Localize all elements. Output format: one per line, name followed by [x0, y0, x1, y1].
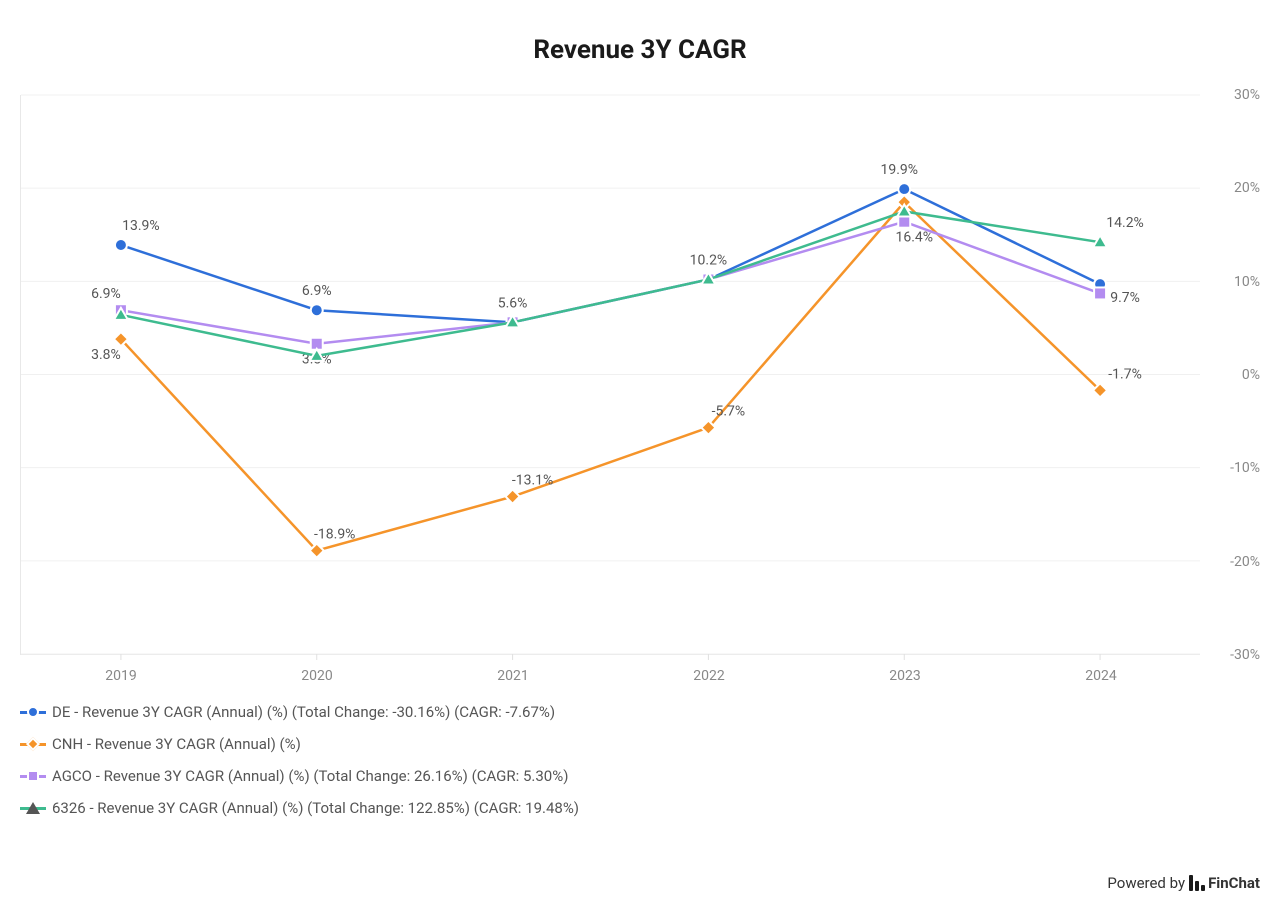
legend-label: AGCO - Revenue 3Y CAGR (Annual) (%) (Tot… [52, 767, 568, 785]
data-label-6326: 14.2% [1106, 215, 1143, 231]
data-label-cnh: -13.1% [512, 473, 553, 489]
legend-item-agco[interactable]: AGCO - Revenue 3Y CAGR (Annual) (%) (Tot… [20, 764, 579, 788]
legend-label: CNH - Revenue 3Y CAGR (Annual) (%) [52, 735, 301, 753]
chart-title: Revenue 3Y CAGR [0, 0, 1280, 85]
data-point-de[interactable] [115, 239, 127, 251]
data-label-cnh: -5.7% [712, 404, 746, 420]
series-line-de [121, 189, 1100, 322]
data-label-agco: 6.9% [91, 286, 121, 302]
legend-item-6326[interactable]: 6326 - Revenue 3Y CAGR (Annual) (%) (Tot… [20, 796, 579, 820]
data-point-agco[interactable] [898, 216, 910, 228]
y-axis-tick-label: -20% [1230, 554, 1260, 570]
data-label-de: 9.7% [1110, 290, 1140, 306]
data-label-agco: 16.4% [895, 230, 932, 246]
data-label-de: 19.9% [881, 162, 918, 178]
data-label-de: 6.9% [302, 283, 332, 299]
data-label-de: 5.6% [498, 295, 528, 311]
legend-item-cnh[interactable]: CNH - Revenue 3Y CAGR (Annual) (%) [20, 732, 579, 756]
y-axis-tick-label: 20% [1234, 180, 1260, 196]
x-axis-tick-label: 2020 [301, 668, 332, 684]
x-axis-tick-label: 2023 [889, 668, 920, 684]
legend-marker-icon [26, 802, 40, 814]
finchat-logo-icon [1189, 875, 1205, 891]
data-point-de[interactable] [898, 183, 910, 195]
legend-label: DE - Revenue 3Y CAGR (Annual) (%) (Total… [52, 703, 555, 721]
x-axis-tick-label: 2024 [1085, 668, 1116, 684]
attribution-prefix: Powered by [1107, 874, 1185, 892]
series-line-agco [121, 222, 1100, 344]
data-label-cnh: -18.9% [314, 527, 355, 543]
legend-item-de[interactable]: DE - Revenue 3Y CAGR (Annual) (%) (Total… [20, 700, 579, 724]
attribution-name: FinChat [1208, 874, 1260, 892]
data-point-cnh[interactable] [506, 489, 520, 503]
data-label-de: 10.2% [690, 253, 727, 269]
legend-marker-icon [26, 737, 40, 751]
data-label-cnh: 3.8% [91, 347, 121, 363]
y-axis-tick-label: 10% [1234, 274, 1260, 290]
data-label-cnh: -1.7% [1108, 366, 1142, 382]
legend-marker-icon [27, 706, 39, 718]
legend-marker-icon [27, 770, 39, 782]
x-axis-tick-label: 2022 [693, 668, 724, 684]
chart-plot-area: 13.9% 6.9% 5.6% 10.2% 19.9% 9.7% 3.8% -18.9% -13… [20, 95, 1200, 655]
x-axis-tick-label: 2019 [105, 668, 136, 684]
chart-legend: DE - Revenue 3Y CAGR (Annual) (%) (Total… [20, 700, 579, 828]
data-point-agco[interactable] [1094, 287, 1106, 299]
data-point-de[interactable] [311, 304, 323, 316]
attribution: Powered by FinChat [1107, 874, 1260, 892]
y-axis-tick-label: -30% [1230, 647, 1260, 663]
chart-svg: 13.9% 6.9% 5.6% 10.2% 19.9% 9.7% 3.8% -18.9% -13… [21, 95, 1200, 654]
data-label-de: 13.9% [122, 218, 159, 234]
y-axis-tick-label: 30% [1234, 87, 1260, 103]
y-axis-tick-label: -10% [1230, 460, 1260, 476]
y-axis-tick-label: 0% [1242, 367, 1260, 383]
attribution-logo: FinChat [1189, 874, 1260, 892]
x-axis-tick-label: 2021 [497, 668, 528, 684]
series-line-cnh [121, 202, 1100, 550]
legend-label: 6326 - Revenue 3Y CAGR (Annual) (%) (Tot… [52, 799, 579, 817]
